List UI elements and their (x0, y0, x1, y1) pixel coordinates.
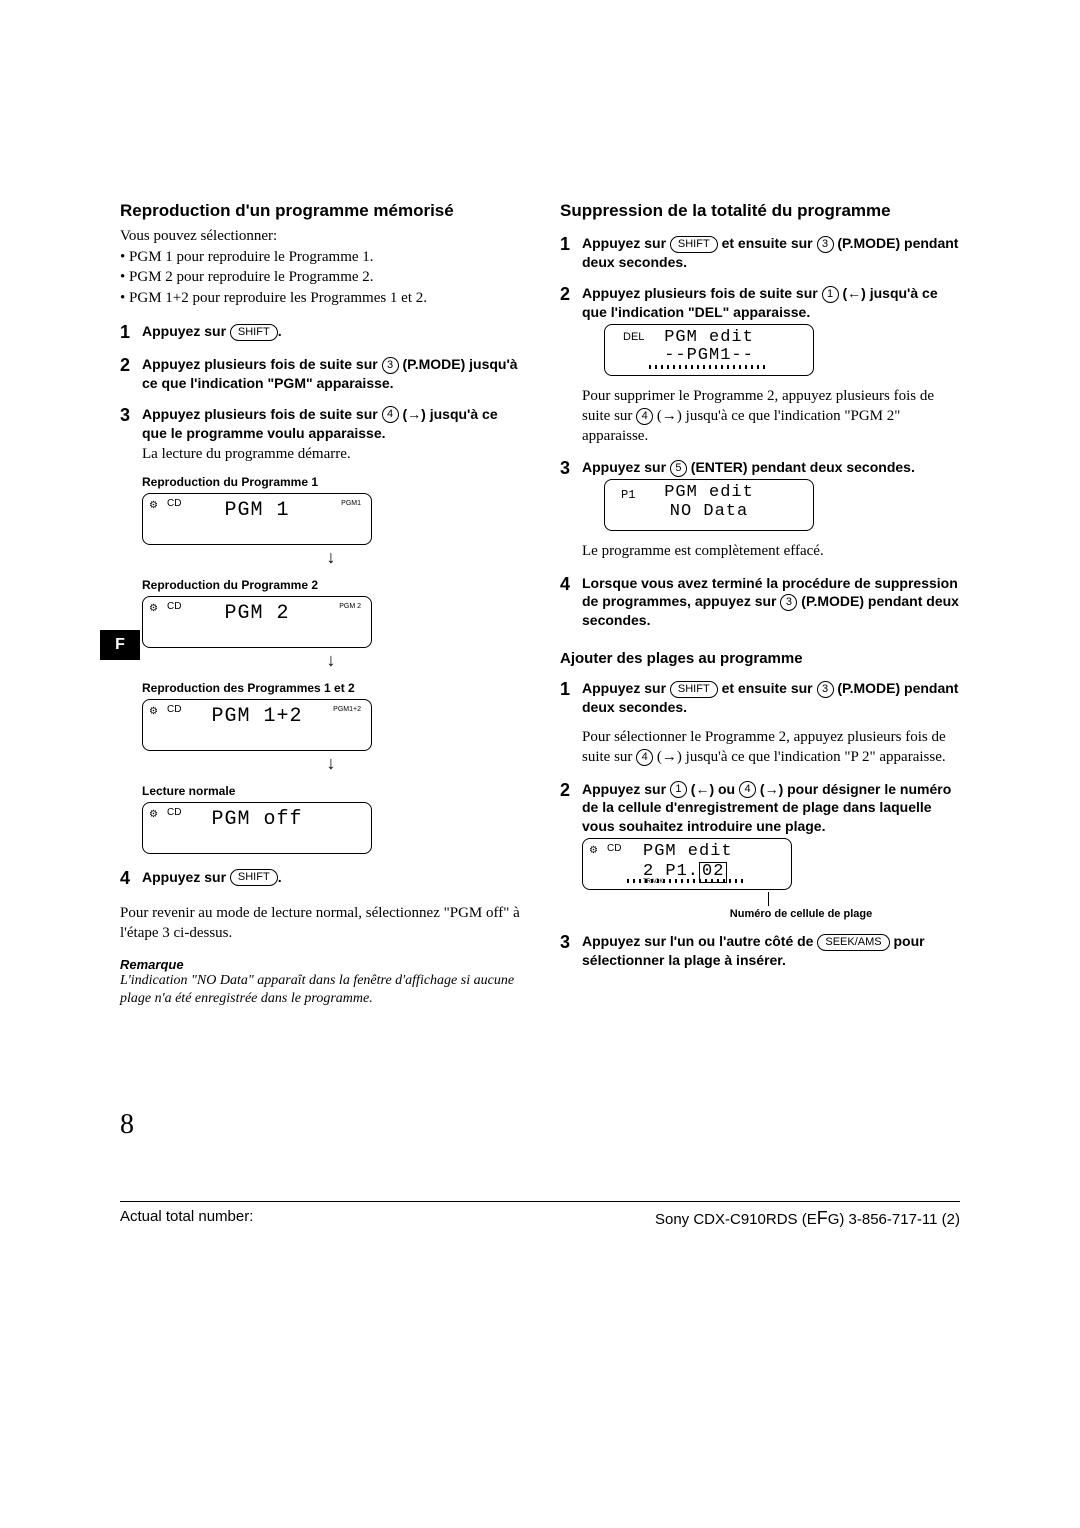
cell-caption: Numéro de cellule de plage (642, 908, 960, 920)
step-number: 2 (560, 780, 582, 921)
step-number: 1 (560, 679, 582, 767)
step-number: 4 (560, 574, 582, 631)
lcd-corner: CD (167, 704, 181, 715)
lcd-corner: DEL (623, 331, 644, 343)
key-5: 5 (670, 460, 687, 477)
step-number: 1 (560, 234, 582, 272)
seek-ams-key: SEEK/AMS (817, 934, 889, 951)
shift-key: SHIFT (670, 681, 718, 698)
step-note: La lecture du programme démarre. (142, 444, 520, 464)
key-4: 4 (636, 408, 653, 425)
intro-text: Vous pouvez sélectionner: (120, 228, 520, 245)
step-note: Pour sélectionner le Programme 2, appuye… (582, 727, 960, 768)
language-tab: F (100, 630, 140, 660)
lcd-display: CD PGM 2 PGM 2 (142, 596, 372, 648)
lcd-corner: PGM1+2 (333, 706, 361, 713)
footer-right: Sony CDX-C910RDS (EFG) 3-856-717-11 (2) (655, 1208, 960, 1229)
subsection-heading: Ajouter des plages au programme (560, 650, 960, 667)
key-4: 4 (636, 749, 653, 766)
footer-left: Actual total number: (120, 1208, 253, 1229)
page-number: 8 (120, 1109, 960, 1141)
right-column: Suppression de la totalité du programme … (560, 200, 960, 1009)
lcd-caption: Reproduction du Programme 2 (142, 578, 520, 592)
lcd-display: CD PGM off (142, 802, 372, 854)
step-instruction: Appuyez sur 1 (←) ou 4 (→) pour désigner… (582, 780, 960, 837)
step-instruction: Appuyez sur SHIFT. (142, 322, 520, 341)
right-heading: Suppression de la totalité du programme (560, 200, 960, 222)
lcd-caption: Reproduction du Programme 1 (142, 475, 520, 489)
lcd-display: P1 PGM editNO Data (604, 479, 814, 531)
shift-key: SHIFT (670, 236, 718, 253)
lcd-display: CD PGM1+2 PGM 1+2 (142, 699, 372, 751)
key-1: 1 (670, 781, 687, 798)
bullet-item: PGM 1 pour reproduire le Programme 1. (120, 247, 520, 267)
lcd-main: PGM off (151, 809, 363, 830)
lcd-corner: PGM1 (341, 500, 361, 507)
step-note: Pour supprimer le Programme 2, appuyez p… (582, 386, 960, 447)
step-number: 2 (560, 284, 582, 447)
key-4: 4 (382, 406, 399, 423)
step-instruction: Appuyez plusieurs fois de suite sur 4 (→… (142, 405, 520, 443)
lcd-caption: Reproduction des Programmes 1 et 2 (142, 681, 520, 695)
shift-key: SHIFT (230, 869, 278, 886)
lcd-main: PGM editNO Data (613, 484, 805, 521)
lcd-corner: PGM 2 (339, 603, 361, 610)
arrow-down-icon: ↓ (142, 547, 520, 568)
key-1: 1 (822, 286, 839, 303)
lcd-corner: CD (167, 498, 181, 509)
key-3: 3 (382, 357, 399, 374)
lcd-corner: CD (167, 601, 181, 612)
step-instruction: Appuyez sur SHIFT et ensuite sur 3 (P.MO… (582, 679, 960, 717)
arrow-down-icon: ↓ (142, 650, 520, 671)
bullet-item: PGM 2 pour reproduire le Programme 2. (120, 267, 520, 287)
step-number: 2 (120, 355, 142, 393)
bullet-list: PGM 1 pour reproduire le Programme 1. PG… (120, 247, 520, 308)
step-instruction: Appuyez sur 5 (ENTER) pendant deux secon… (582, 458, 960, 477)
lcd-display: CD PGM edit 2 P1.02 TRACK (582, 838, 792, 890)
step-instruction: Appuyez plusieurs fois de suite sur 3 (P… (142, 355, 520, 393)
lcd-corner: CD (607, 843, 621, 854)
lcd-main: PGM 1+2 (151, 706, 363, 727)
key-4: 4 (739, 781, 756, 798)
step-instruction: Lorsque vous avez terminé la procédure d… (582, 574, 960, 631)
lcd-caption: Lecture normale (142, 784, 520, 798)
return-note: Pour revenir au mode de lecture normal, … (120, 903, 520, 944)
lcd-track-label: TRACK (643, 879, 663, 885)
step-number: 3 (560, 932, 582, 970)
remark-heading: Remarque (120, 957, 520, 972)
step-instruction: Appuyez plusieurs fois de suite sur 1 (←… (582, 284, 960, 322)
step-instruction: Appuyez sur SHIFT. (142, 868, 520, 887)
arrow-down-icon: ↓ (142, 753, 520, 774)
lcd-main: PGM 2 (151, 603, 363, 624)
step-number: 1 (120, 322, 142, 343)
key-3: 3 (817, 236, 834, 253)
callout-line (768, 892, 769, 906)
lcd-main: PGM 1 (151, 500, 363, 521)
step-number: 3 (560, 458, 582, 561)
lcd-display: CD PGM1 PGM 1 (142, 493, 372, 545)
step-number: 4 (120, 868, 142, 889)
key-3: 3 (780, 594, 797, 611)
step-instruction: Appuyez sur SHIFT et ensuite sur 3 (P.MO… (582, 234, 960, 272)
left-column: Reproduction d'un programme mémorisé Vou… (120, 200, 520, 1009)
remark-text: L'indication "NO Data" apparaît dans la … (120, 972, 520, 1008)
shift-key: SHIFT (230, 324, 278, 341)
key-3: 3 (817, 681, 834, 698)
lcd-corner: P1 (621, 488, 635, 502)
left-heading: Reproduction d'un programme mémorisé (120, 200, 520, 222)
lcd-corner: CD (167, 807, 181, 818)
step-note: Le programme est complètement effacé. (582, 541, 960, 561)
footer: Actual total number: Sony CDX-C910RDS (E… (120, 1201, 960, 1229)
step-instruction: Appuyez sur l'un ou l'autre côté de SEEK… (582, 932, 960, 970)
bullet-item: PGM 1+2 pour reproduire les Programmes 1… (120, 288, 520, 308)
lcd-display: DEL PGM edit--PGM1-- (604, 324, 814, 376)
